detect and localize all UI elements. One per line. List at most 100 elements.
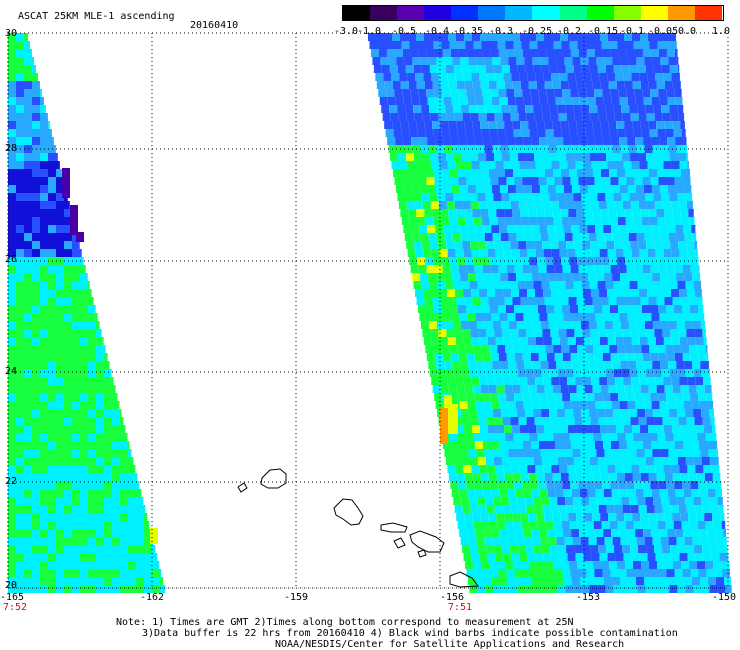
swath-cell-east <box>433 305 442 313</box>
swath-cell-east <box>534 417 543 425</box>
swath-cell-east <box>529 433 538 441</box>
swath-cell-west <box>56 417 64 425</box>
swath-cell-west <box>40 385 48 393</box>
swath-cell-east <box>483 97 492 105</box>
swath-cell-west <box>80 529 88 537</box>
swath-cell-east <box>618 353 627 361</box>
swath-cell-east <box>634 49 643 57</box>
swath-cell-east <box>647 161 656 169</box>
swath-cell-east <box>604 537 613 545</box>
swath-cell-east <box>515 97 524 105</box>
swath-cell-west <box>16 433 24 441</box>
swath-cell-east <box>581 369 590 377</box>
swath-cell-west <box>64 377 72 385</box>
map-frame <box>7 32 729 589</box>
swath-cell-east <box>537 257 546 265</box>
swath-cell-east <box>490 441 499 449</box>
swath-cell-east <box>708 361 710 369</box>
swath-cell-east <box>471 73 480 81</box>
swath-cell-west <box>136 529 144 537</box>
swath-cell-west <box>32 57 34 65</box>
swath-cell-east <box>480 385 489 393</box>
swath-cell-west <box>32 65 36 73</box>
swath-cell-east <box>663 161 672 169</box>
swath-cell-east <box>644 233 653 241</box>
swath-cell-east <box>447 377 456 385</box>
swath-cell-east <box>423 337 432 345</box>
swath-cell-east <box>443 225 452 233</box>
swath-cell-east <box>653 585 662 593</box>
swath-cell-east <box>656 513 665 521</box>
swath-cell-east <box>659 529 668 537</box>
swath-cell-west <box>32 537 40 545</box>
swath-cell-west <box>32 265 40 273</box>
swath-cell-east <box>707 577 716 585</box>
colorbar-tick-label: -0.35 <box>453 26 484 37</box>
swath-cell-west <box>96 353 104 361</box>
swath-cell-east <box>436 233 445 241</box>
swath-cell-east <box>396 57 405 65</box>
swath-cell-east <box>553 521 562 529</box>
swath-cell-east <box>601 41 610 49</box>
swath-cell-east <box>683 401 692 409</box>
swath-cell-east <box>572 273 581 281</box>
swath-cell-east <box>552 169 561 177</box>
swath-cell-east <box>583 289 592 297</box>
swath-cell-east <box>474 441 483 449</box>
swath-cell-east <box>560 425 569 433</box>
swath-cell-west <box>80 249 82 257</box>
swath-cell-west <box>8 289 16 297</box>
swath-cell-east <box>651 137 660 145</box>
swath-cell-east <box>652 273 661 281</box>
swath-cell-west <box>16 281 24 289</box>
swath-cell-west <box>128 497 136 505</box>
swath-cell-east <box>464 81 473 89</box>
swath-cell-west <box>64 569 72 577</box>
swath-cell-east <box>551 465 560 473</box>
swath-cell-west <box>16 193 24 201</box>
swath-cell-west <box>88 313 96 321</box>
swath-cell-east <box>458 265 467 273</box>
swath-cell-east <box>673 521 682 529</box>
swath-cell-east <box>492 449 501 457</box>
swath-cell-east <box>600 33 608 41</box>
swath-cell-east <box>699 529 708 537</box>
swath-cell-east <box>494 201 503 209</box>
swath-cell-west <box>8 209 16 217</box>
swath-cell-west <box>64 505 72 513</box>
swath-cell-east <box>473 257 482 265</box>
swath-cell-east <box>634 353 643 361</box>
swath-cell-east <box>425 345 434 353</box>
swath-cell-east <box>599 73 608 81</box>
swath-cell-west <box>16 33 24 41</box>
swath-cell-east <box>526 201 535 209</box>
swath-cell-east <box>650 441 659 449</box>
swath-cell-west <box>64 241 72 249</box>
swath-cell-west <box>32 289 40 297</box>
swath-cell-east <box>506 441 515 449</box>
swath-cell-east <box>667 97 676 105</box>
swath-cell-west <box>112 497 120 505</box>
swath-cell-east <box>636 233 645 241</box>
swath-cell-west <box>88 321 96 329</box>
swath-cell-east <box>443 313 452 321</box>
swath-cell-east <box>554 353 563 361</box>
swath-cell-east <box>652 57 661 65</box>
swath-cell-east <box>664 169 673 177</box>
swath-cell-east <box>653 65 662 73</box>
swath-cell-west <box>8 41 16 49</box>
swath-cell-east <box>516 361 525 369</box>
swath-cell-east <box>443 185 452 193</box>
swath-cell-east <box>399 73 408 81</box>
swath-cell-east <box>521 41 530 49</box>
swath-cell-east <box>522 441 531 449</box>
swath-cell-east <box>411 137 420 145</box>
swath-cell-west <box>72 297 80 305</box>
swath-cell-east <box>485 105 494 113</box>
swath-cell-east <box>508 273 517 281</box>
swath-cell-east <box>493 457 502 465</box>
swath-cell-east <box>386 89 395 97</box>
island-hawaii <box>449 571 479 588</box>
swath-cell-east <box>376 81 385 89</box>
swath-cell-east <box>618 89 627 97</box>
